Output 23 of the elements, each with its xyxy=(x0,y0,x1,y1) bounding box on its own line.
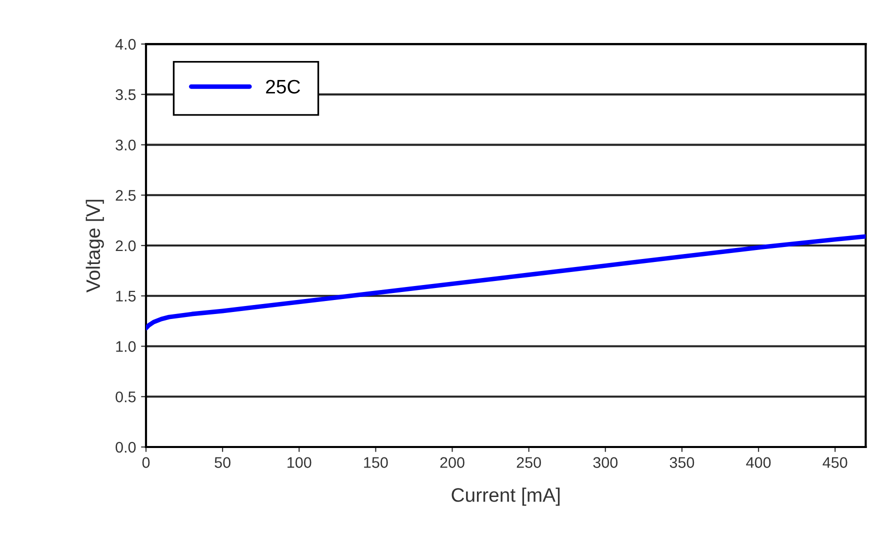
x-tick-label: 150 xyxy=(364,457,388,468)
x-tick-label: 50 xyxy=(214,457,230,468)
y-tick-label: 0.0 xyxy=(116,442,136,453)
x-tick-label: 400 xyxy=(746,457,771,468)
y-tick-label: 1.0 xyxy=(116,341,136,352)
y-axis-title: Voltage [V] xyxy=(86,200,104,292)
y-tick-label: 4.0 xyxy=(115,38,136,50)
y-tick-label: 2.0 xyxy=(116,240,136,252)
line-series xyxy=(146,234,866,330)
legend-label: 25C xyxy=(266,80,300,94)
x-tick-label: 300 xyxy=(593,457,618,468)
x-tick-label: 100 xyxy=(288,457,312,468)
x-tick-label: 0 xyxy=(142,457,150,468)
y-tick-label: 3.0 xyxy=(116,140,136,150)
y-tick-label: 0.5 xyxy=(116,391,136,402)
y-tick-label: 1.5 xyxy=(116,290,136,302)
x-tick-label: 200 xyxy=(440,457,464,468)
x-tick-label: 350 xyxy=(670,457,694,468)
x-axis-title: Current [mA] xyxy=(452,488,560,506)
x-tick-label: 450 xyxy=(822,457,848,468)
y-tick-label: 3.5 xyxy=(116,89,136,100)
x-tick-label: 250 xyxy=(516,457,541,468)
y-tick-label: 2.5 xyxy=(116,190,136,201)
